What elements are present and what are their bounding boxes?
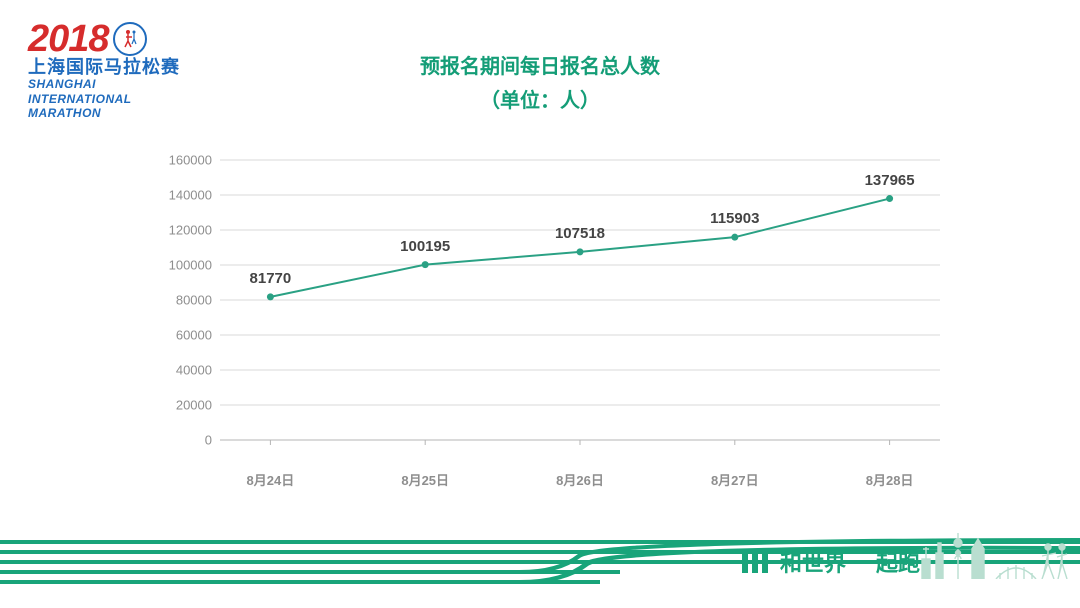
y-tick-label: 140000 [169,188,212,203]
y-tick-label: 0 [205,433,212,448]
y-tick-label: 80000 [176,293,212,308]
data-label: 107518 [555,225,605,242]
title-line2: （单位：人） [0,84,1080,118]
y-tick-label: 60000 [176,328,212,343]
x-tick-label: 8月25日 [401,470,449,489]
data-label: 100195 [400,238,450,255]
data-label: 115903 [710,210,759,227]
x-tick-label: 8月26日 [556,470,604,489]
slogan: 和世界 一起跑 [742,546,920,578]
skyline-icon [918,529,1068,584]
x-tick-label: 8月27日 [711,470,759,489]
y-tick-label: 100000 [169,258,212,273]
x-tick-label: 8月28日 [866,470,914,489]
y-tick-label: 20000 [176,398,212,413]
slogan-part2: 一起跑 [854,546,920,578]
data-label: 81770 [250,270,292,287]
footer-banner: 和世界 一起跑 [0,512,1080,608]
y-tick-label: 120000 [169,223,212,238]
registration-line-chart: 0200004000060000800001000001200001400001… [220,160,940,460]
chart-title: 预报名期间每日报名总人数 （单位：人） [0,50,1080,118]
slogan-bars-icon [742,551,772,573]
slogan-part1: 和世界 [780,546,846,578]
x-tick-label: 8月24日 [247,470,295,489]
title-line1: 预报名期间每日报名总人数 [0,50,1080,84]
y-tick-label: 40000 [176,363,212,378]
data-label: 137965 [865,172,915,189]
y-tick-label: 160000 [169,153,212,168]
